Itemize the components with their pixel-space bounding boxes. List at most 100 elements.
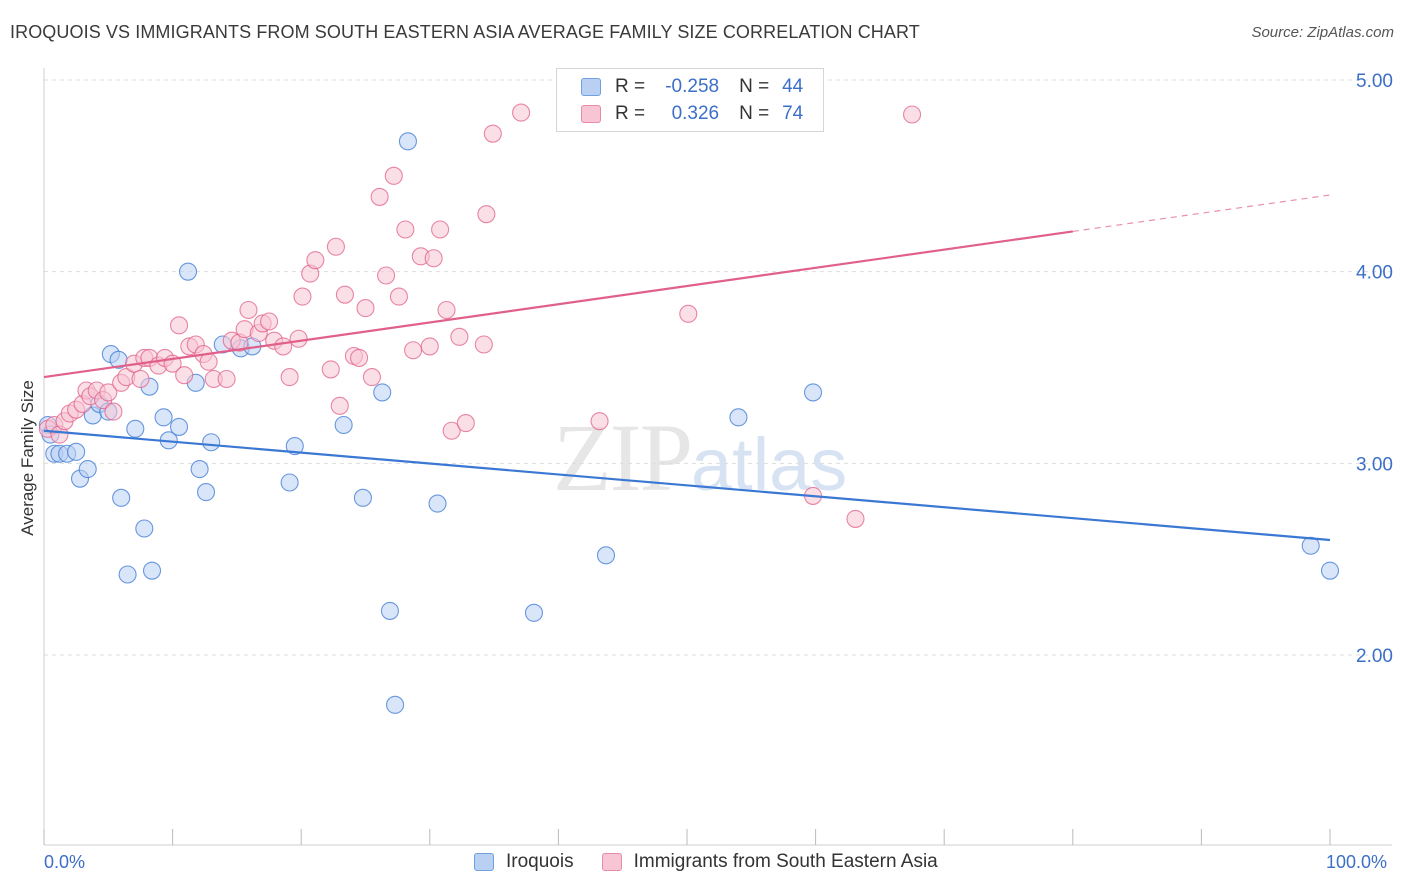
- legend-swatch-immigrants: [581, 105, 601, 123]
- data-point-immigrants: [104, 402, 123, 421]
- data-point-immigrants: [377, 266, 396, 285]
- data-point-immigrants: [474, 335, 493, 354]
- legend-label-immigrants: Immigrants from South Eastern Asia: [633, 851, 938, 872]
- legend-r-value: -0.258: [665, 76, 720, 97]
- data-point-iroquois: [353, 488, 372, 507]
- data-point-immigrants: [384, 166, 403, 185]
- data-point-iroquois: [373, 383, 392, 402]
- x-tick-label-max: 100.0%: [1326, 852, 1388, 872]
- legend-n-label: N =: [739, 76, 770, 97]
- data-point-iroquois: [386, 695, 405, 714]
- data-point-immigrants: [175, 366, 194, 385]
- legend-row-iroquois: R = -0.258 N = 44: [581, 75, 803, 99]
- legend-item-immigrants[interactable]: Immigrants from South Eastern Asia: [601, 851, 938, 873]
- data-point-iroquois: [428, 494, 447, 513]
- legend-swatch-immigrants: [601, 853, 622, 871]
- legend-item-iroquois[interactable]: Iroquois: [474, 851, 574, 873]
- data-point-iroquois: [1301, 536, 1320, 555]
- data-point-immigrants: [321, 360, 340, 379]
- trend-line-immigrants: [43, 230, 1073, 379]
- data-point-iroquois: [202, 433, 221, 452]
- data-point-immigrants: [169, 316, 189, 335]
- data-point-iroquois: [112, 488, 131, 507]
- watermark-main: ZIP: [553, 404, 693, 511]
- data-point-immigrants: [199, 352, 218, 371]
- data-point-iroquois: [729, 408, 748, 427]
- data-point-iroquois: [1320, 561, 1340, 580]
- data-point-immigrants: [483, 124, 502, 143]
- data-point-immigrants: [289, 329, 308, 348]
- data-point-immigrants: [335, 285, 354, 304]
- data-point-iroquois: [380, 601, 399, 620]
- legend-label-iroquois: Iroquois: [506, 851, 574, 872]
- y-tick-label: 4.00: [1356, 263, 1393, 284]
- data-point-iroquois: [135, 519, 154, 538]
- data-point-immigrants: [217, 369, 236, 389]
- data-point-immigrants: [456, 414, 475, 433]
- data-point-iroquois: [126, 419, 145, 438]
- data-point-immigrants: [442, 421, 461, 440]
- data-point-iroquois: [334, 415, 353, 435]
- data-point-iroquois: [285, 437, 304, 456]
- data-point-immigrants: [396, 220, 415, 239]
- data-point-immigrants: [293, 287, 312, 306]
- data-point-immigrants: [477, 205, 496, 224]
- data-point-immigrants: [450, 327, 469, 346]
- data-point-immigrants: [512, 103, 531, 122]
- data-point-iroquois: [154, 408, 173, 427]
- legend-r-label: R =: [615, 103, 646, 124]
- series-legend: Iroquois Immigrants from South Eastern A…: [474, 851, 966, 873]
- data-point-immigrants: [679, 304, 698, 323]
- data-point-iroquois: [190, 460, 209, 479]
- legend-n-label: N =: [739, 103, 770, 124]
- data-point-immigrants: [590, 412, 609, 431]
- data-point-immigrants: [404, 341, 423, 360]
- legend-n-value: 74: [782, 103, 804, 124]
- data-point-iroquois: [67, 442, 86, 461]
- data-point-immigrants: [280, 368, 299, 387]
- x-tick-label-min: 0.0%: [44, 852, 86, 872]
- data-point-immigrants: [239, 300, 258, 320]
- data-point-iroquois: [78, 460, 97, 479]
- data-point-immigrants: [274, 337, 293, 356]
- legend-swatch-iroquois: [474, 853, 494, 871]
- data-point-immigrants: [420, 337, 439, 356]
- data-point-immigrants: [131, 369, 150, 389]
- data-point-immigrants: [362, 368, 381, 387]
- data-point-immigrants: [326, 237, 345, 256]
- legend-r-label: R =: [615, 76, 646, 97]
- legend-row-immigrants: R = 0.326 N = 74: [581, 102, 803, 126]
- y-tick-label: 2.00: [1356, 646, 1393, 667]
- data-point-immigrants: [306, 251, 325, 270]
- data-point-iroquois: [280, 473, 299, 492]
- data-point-immigrants: [99, 383, 118, 402]
- data-point-iroquois: [596, 546, 616, 565]
- data-point-iroquois: [196, 483, 216, 502]
- data-point-immigrants: [330, 396, 349, 415]
- trend-line-iroquois: [43, 429, 1331, 542]
- data-point-iroquois: [118, 565, 137, 584]
- data-point-iroquois: [142, 561, 162, 580]
- data-point-immigrants: [389, 287, 408, 306]
- data-point-iroquois: [803, 383, 823, 402]
- data-point-immigrants: [356, 299, 375, 318]
- data-point-immigrants: [350, 348, 369, 367]
- chart-title: IROQUOIS VS IMMIGRANTS FROM SOUTH EASTER…: [10, 22, 920, 42]
- y-tick-label: 3.00: [1356, 454, 1393, 475]
- data-point-immigrants: [370, 187, 389, 206]
- legend-swatch-iroquois: [581, 78, 601, 96]
- legend-n-value: 44: [782, 76, 804, 97]
- legend-r-value: 0.326: [671, 103, 720, 124]
- data-point-iroquois: [169, 417, 189, 436]
- data-point-iroquois: [524, 603, 544, 622]
- watermark: ZIPatlas: [553, 402, 847, 513]
- trend-line-extension-immigrants: [1072, 194, 1331, 233]
- source-label: Source: ZipAtlas.com: [1251, 24, 1394, 41]
- data-point-immigrants: [424, 249, 443, 268]
- data-point-iroquois: [398, 132, 417, 151]
- correlation-legend: R = -0.258 N = 44 R = 0.326 N = 74: [556, 68, 824, 132]
- data-point-iroquois: [178, 262, 198, 281]
- data-point-immigrants: [437, 300, 456, 320]
- y-tick-label: 5.00: [1356, 71, 1393, 92]
